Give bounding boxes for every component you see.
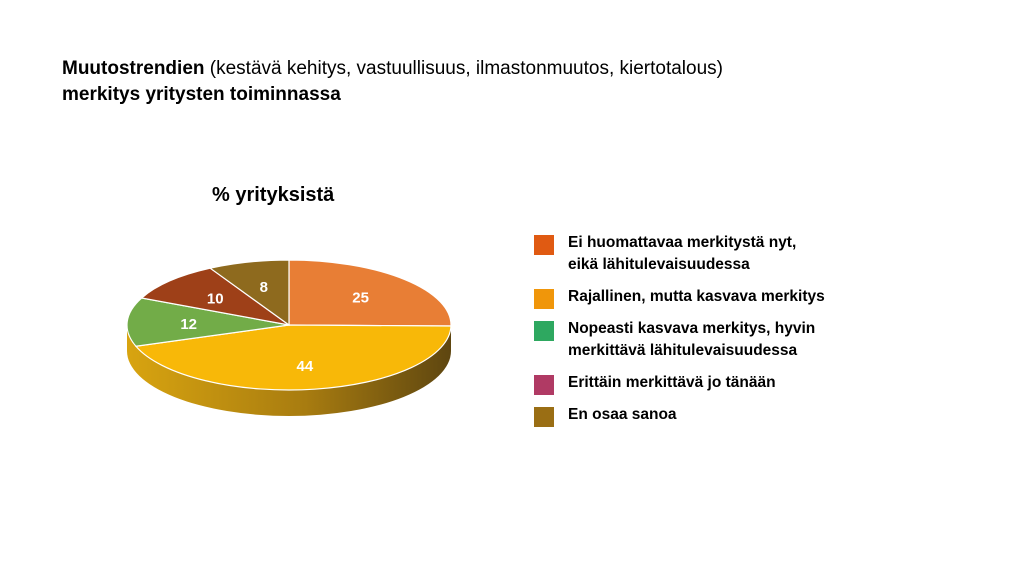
pie-slice-nopeasti-kasvava-merkitys-hyvin-merkittava-lahitulevaisuudessa [126,297,290,347]
chart-title: % yrityksistä [212,184,335,206]
legend-label: Rajallinen, mutta kasvava merkitys [568,288,825,305]
data-label-ei-huomattavaa-merkitysta-nyt-eika-lahitulevaisuudessa: 25 [352,290,369,307]
legend-label: Nopeasti kasvava merkitys, hyvin merkitt… [568,320,816,359]
legend: Ei huomattavaa merkitystä nyt, eikä lähi… [534,232,954,436]
legend-item-erittain-merkittava-jo-tanaan: Erittäin merkittävä jo tänään [534,372,954,395]
legend-item-rajallinen-mutta-kasvava-merkitys: Rajallinen, mutta kasvava merkitys [534,286,954,309]
data-label-rajallinen-mutta-kasvava-merkitys: 44 [297,358,314,375]
pie-slice-en-osaa-sanoa [208,259,290,327]
slide-title-bold: Muutostrendien [62,58,205,79]
legend-label: Ei huomattavaa merkitystä nyt, eikä lähi… [568,234,797,273]
slide-title-regular: (kestävä kehitys, vastuullisuus, ilmasto… [204,58,723,79]
pie-labels: 25 44 12 10 8 [180,279,369,375]
legend-swatch [534,407,554,427]
legend-item-nopeasti-kasvava-merkitys-hyvin-merkittava-lahitulevaisuudessa: Nopeasti kasvava merkitys, hyvin merkitt… [534,318,954,362]
pie-slice-erittain-merkittava-jo-tanaan [140,267,290,326]
slide-title: Muutostrendien (kestävä kehitys, vastuul… [62,56,962,108]
data-label-en-osaa-sanoa: 8 [260,279,268,296]
pie-slice-ei-huomattavaa-merkitysta-nyt-eika-lahitulevaisuudessa [288,259,452,327]
legend-label: En osaa sanoa [568,406,677,423]
legend-item-ei-huomattavaa-merkitysta-nyt-eika-lahitulevaisuudessa: Ei huomattavaa merkitystä nyt, eikä lähi… [534,232,954,276]
pie-slices [126,259,452,391]
data-label-nopeasti-kasvava-merkitys-hyvin-merkittava-lahitulevaisuudessa: 12 [180,316,197,333]
pie-slice-rajallinen-mutta-kasvava-merkitys [134,324,452,391]
legend-label: Erittäin merkittävä jo tänään [568,374,776,391]
legend-swatch [534,289,554,309]
legend-swatch [534,235,554,255]
slide-title-second-line: merkitys yritysten toiminnassa [62,84,341,105]
legend-item-en-osaa-sanoa: En osaa sanoa [534,404,954,427]
legend-swatch [534,321,554,341]
legend-swatch [534,375,554,395]
pie-sides [127,325,451,416]
data-label-erittain-merkittava-jo-tanaan: 10 [207,291,224,308]
pie-side-wall [127,325,451,416]
